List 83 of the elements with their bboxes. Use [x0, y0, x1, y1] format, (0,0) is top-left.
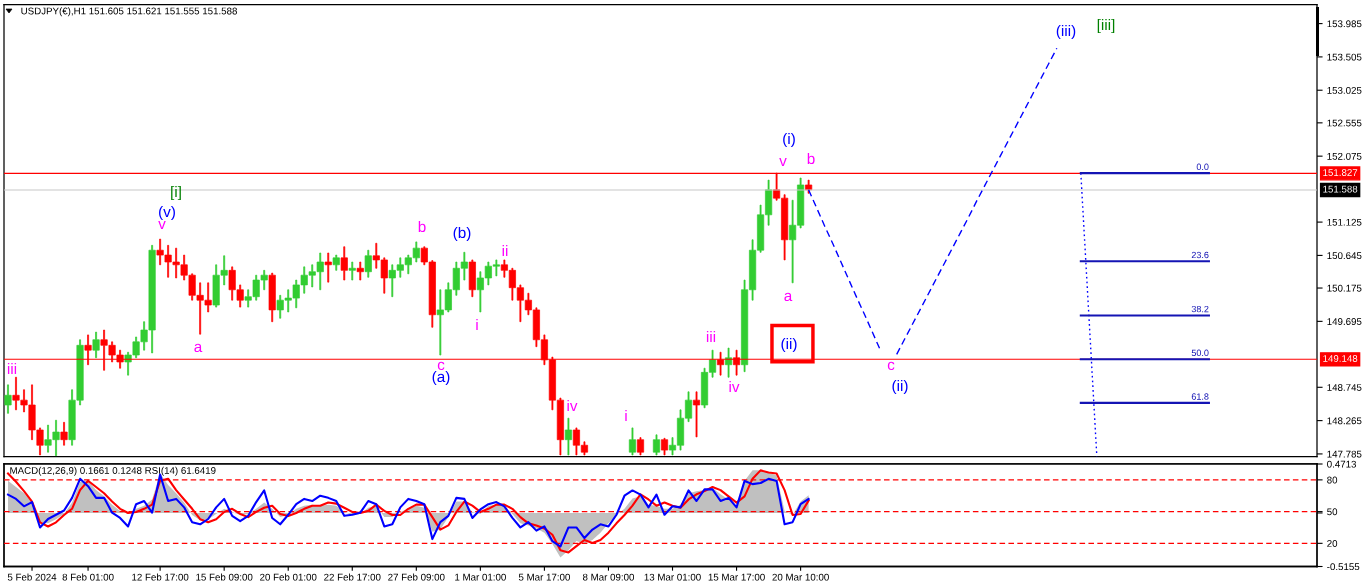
annotation: a	[784, 292, 793, 302]
candlestick	[324, 252, 332, 283]
y-tick-label: 152.555	[1327, 119, 1362, 127]
candlestick	[4, 384, 12, 414]
x-tick-label: 8 Mar 09:00	[582, 573, 635, 581]
annotation: v	[779, 157, 787, 166]
x-tick-label: 20 Feb 01:00	[260, 573, 317, 581]
y-tick-label: 149.695	[1327, 318, 1362, 325]
annotation: (iii)	[1056, 24, 1076, 40]
x-tick-label: 5 Feb 2024	[7, 573, 57, 581]
y2-tick-label: 50	[1327, 508, 1338, 516]
annotation: [i]	[171, 185, 181, 201]
y-tick-label: 147.785	[1327, 450, 1362, 458]
y-tick-label: 0.4713	[1327, 460, 1357, 468]
annotation: 61.8	[1191, 393, 1209, 400]
annotation: iv	[729, 380, 740, 392]
candlestick	[468, 259, 476, 298]
y-tick-label: 152.075	[1327, 152, 1362, 160]
y-tick-label: 150.645	[1327, 252, 1362, 260]
annotation: 0.0	[1196, 163, 1209, 170]
y-tick-label: 151.125	[1327, 218, 1362, 226]
chart-title: USDJPY(€),H1 151.605 151.621 151.555 151.588	[21, 7, 237, 17]
x-tick-label: 1 Mar 01:00	[455, 573, 506, 581]
annotation: i	[476, 318, 478, 330]
y-tick-label: 153.025	[1327, 86, 1362, 94]
candlestick	[660, 437, 669, 456]
candlestick	[60, 421, 68, 446]
y-tick-label: 153.505	[1327, 53, 1362, 61]
annotation: [iii]	[1097, 18, 1115, 34]
candlestick	[564, 417, 572, 456]
annotation: b	[807, 152, 815, 165]
x-tick-label: 8 Feb 01:00	[62, 573, 114, 581]
annotation: 50.0	[1191, 349, 1209, 357]
annotation: c	[437, 361, 445, 371]
candlestick	[364, 249, 372, 278]
y-tick-label: 148.745	[1327, 384, 1362, 391]
y2-tick-label: 80	[1327, 476, 1338, 484]
candlestick	[348, 261, 356, 281]
candlestick	[268, 272, 276, 323]
annotation: 23.6	[1191, 251, 1209, 259]
annotation: b	[418, 220, 426, 233]
annotation: a	[194, 343, 203, 353]
ref-line-label: 151.827	[1323, 169, 1358, 176]
y-tick-label: 148.265	[1327, 417, 1362, 425]
x-tick-label: 22 Feb 17:00	[324, 573, 381, 581]
annotation: c	[887, 361, 895, 371]
x-tick-label: 12 Feb 17:00	[132, 573, 189, 581]
candlestick	[332, 254, 340, 271]
candlestick	[628, 427, 637, 456]
annotation: (ii)	[781, 337, 797, 353]
annotation: iv	[567, 399, 578, 411]
ref-line-label: 151.588	[1323, 185, 1358, 193]
annotation: iii	[706, 330, 716, 342]
annotation: (v)	[159, 205, 175, 221]
candlestick	[356, 261, 364, 281]
y-tick-label: 153.985	[1327, 20, 1362, 28]
y2-tick-label: 20	[1327, 540, 1338, 547]
candlestick	[725, 347, 733, 378]
candlestick	[636, 437, 645, 456]
y-tick-label: -0.5155	[1327, 563, 1360, 571]
annotation: (a)	[432, 370, 450, 386]
annotation: iii	[7, 362, 17, 374]
x-tick-label: 20 Mar 10:00	[772, 573, 829, 581]
annotation: (i)	[783, 132, 795, 148]
annotation: 38.2	[1191, 305, 1209, 313]
line-series	[895, 47, 1058, 356]
ref-line-label: 149.148	[1323, 355, 1358, 362]
x-tick-label: 13 Mar 01:00	[644, 573, 701, 581]
chart-title: MACD(12,26,9) 0.1661 0.1248 RSI(14) 61.6419	[10, 466, 216, 476]
x-tick-label: 5 Mar 17:00	[518, 573, 570, 581]
candlestick	[340, 246, 348, 281]
y-tick-label: 150.175	[1327, 284, 1362, 292]
annotation: v	[158, 220, 166, 229]
annotation: (b)	[453, 226, 471, 242]
x-tick-label: 15 Mar 17:00	[708, 573, 765, 581]
annotation: i	[625, 409, 627, 421]
candlestick	[92, 331, 100, 359]
x-tick-label: 27 Feb 09:00	[388, 573, 445, 581]
annotation: (ii)	[892, 379, 908, 395]
x-tick-label: 15 Feb 09:00	[196, 573, 253, 581]
candlestick	[692, 391, 701, 438]
candlestick	[652, 434, 661, 456]
annotation: ii	[502, 244, 508, 256]
